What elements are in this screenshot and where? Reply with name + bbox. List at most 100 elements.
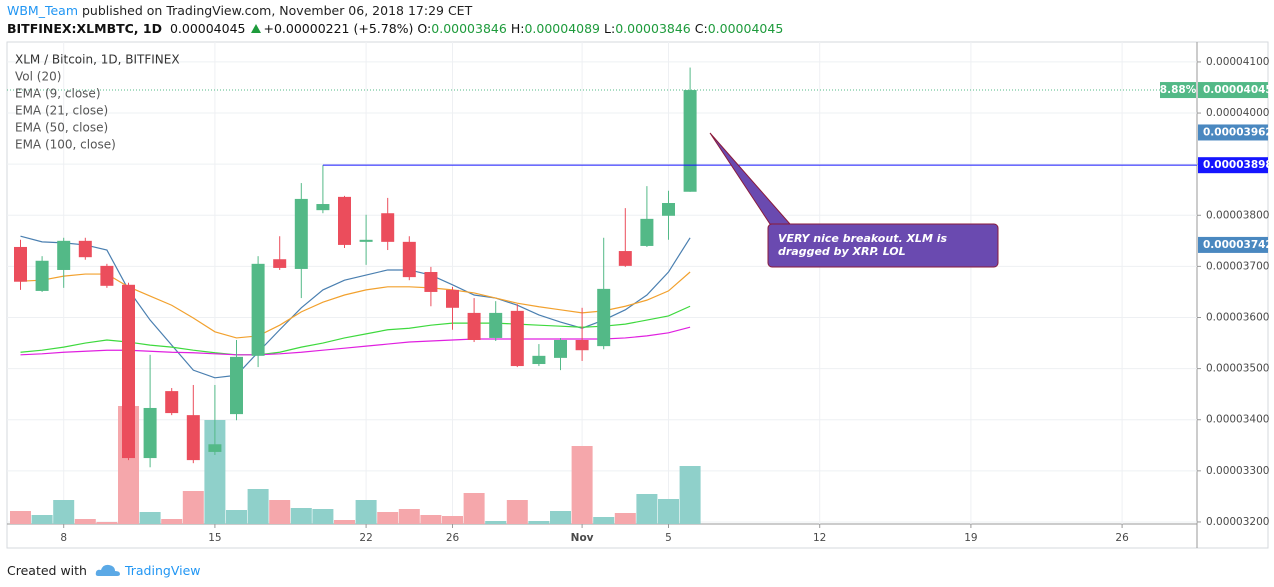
ohlc-label: H:	[510, 21, 525, 36]
legend-entry: EMA (21, close)	[15, 104, 108, 118]
candle-body	[338, 196, 351, 245]
volume-bar	[571, 446, 593, 524]
x-tick-label: 12	[813, 532, 826, 544]
candle-body	[575, 339, 589, 351]
volume-bar	[269, 500, 291, 524]
y-tick-label: 0.00004000	[1206, 107, 1269, 119]
volume-bar	[312, 509, 334, 524]
candle-body	[14, 246, 27, 282]
candle-body	[424, 272, 438, 292]
volume-bar	[398, 509, 420, 524]
volume-bar	[528, 521, 550, 524]
author[interactable]: WBM_Team	[7, 3, 79, 18]
volume-bar	[485, 521, 507, 524]
ohlc-value: 0.00004045	[707, 21, 784, 36]
x-tick-label: 8	[60, 532, 67, 544]
price-label: 0.00004045	[1203, 84, 1273, 96]
candle-body	[35, 260, 49, 291]
volume-bar	[506, 500, 528, 524]
volume-bar	[74, 519, 96, 524]
volume-bar	[679, 466, 701, 524]
volume-bar	[658, 499, 679, 524]
x-tick-label: 5	[665, 532, 672, 544]
volume-bar	[290, 508, 312, 524]
x-tick-label: 15	[208, 532, 221, 544]
candle-body	[230, 356, 243, 415]
x-tick-label: 26	[1115, 532, 1129, 544]
ohlc-value: 0.00003846	[615, 21, 691, 36]
price-label-box	[1198, 82, 1268, 99]
volume-bar	[161, 519, 183, 524]
header-publish: WBM_Team published on TradingView.com, N…	[7, 3, 472, 18]
x-tick-label: 26	[446, 532, 460, 544]
candle-body	[78, 240, 92, 258]
volume-bar	[139, 512, 161, 524]
chart-title: XLM / Bitcoin, 1D, BITFINEX	[15, 53, 180, 67]
logo	[95, 564, 120, 576]
price-label-box	[1198, 157, 1268, 174]
y-tick-label: 0.00004100	[1206, 56, 1269, 68]
legend-entry: EMA (50, close)	[15, 121, 108, 135]
volume-legend: Vol (20)	[15, 70, 61, 84]
y-tick-label: 0.00003700	[1206, 260, 1269, 272]
volume-bar	[247, 489, 269, 524]
price-label-box	[1198, 124, 1268, 141]
legend-entry: EMA (100, close)	[15, 138, 116, 152]
footer: Created with TradingView	[7, 561, 200, 578]
ohlc-label: L:	[604, 21, 616, 36]
candle-body	[100, 265, 114, 286]
ohlc-label: O:	[417, 21, 432, 36]
x-tick-label: 19	[964, 532, 977, 544]
candle-body	[186, 415, 200, 461]
price-label: 0.00003742	[1203, 239, 1273, 251]
candle-body	[554, 339, 567, 358]
candle-body	[510, 310, 524, 367]
change: +0.00000221 (+5.78%)	[263, 21, 414, 36]
candle-body	[597, 288, 611, 347]
logo-cloud	[95, 564, 120, 576]
ohlc-value: 0.00004089	[524, 21, 601, 36]
candle-body	[640, 218, 654, 246]
candle-body	[402, 241, 416, 278]
y-tick-label: 0.00003200	[1206, 516, 1269, 528]
candle-body	[273, 259, 287, 268]
brand[interactable]: TradingView	[124, 563, 201, 578]
volume-bar	[10, 511, 31, 524]
y-tick-label: 0.00003500	[1206, 363, 1269, 375]
price-label-box	[1198, 236, 1268, 253]
candle-body	[618, 251, 632, 266]
y-tick-label: 0.00003600	[1206, 312, 1269, 324]
volume-bar	[226, 510, 247, 524]
candle-body	[381, 213, 395, 242]
volume-bar	[614, 513, 636, 524]
legend-entry: EMA (9, close)	[15, 87, 101, 101]
volume-bar	[377, 512, 399, 524]
volume-bar	[96, 522, 118, 524]
y-tick-label: 0.00003300	[1206, 465, 1269, 477]
y-tick-label: 0.00003400	[1206, 414, 1269, 426]
volume-bar	[182, 491, 204, 524]
price-label: 0.00003898	[1203, 159, 1273, 171]
candle-body	[532, 355, 546, 365]
x-tick-label: Nov	[571, 532, 594, 544]
created-with: Created with	[7, 563, 87, 578]
candle-body	[208, 444, 222, 452]
volume-bar	[334, 520, 355, 524]
volume-bar	[53, 500, 75, 524]
candle-body	[143, 407, 157, 459]
volume-bar	[442, 516, 463, 524]
volume-bar	[593, 517, 615, 524]
price: 0.00004045	[169, 21, 246, 36]
x-tick-label: 22	[359, 532, 372, 544]
volume-bar	[420, 515, 442, 524]
price-label: 0.00003962	[1203, 126, 1273, 138]
ohlc-label: C:	[694, 21, 708, 36]
candle-body	[446, 289, 459, 308]
y-tick-label: 0.00003800	[1206, 209, 1269, 221]
candle-body	[316, 204, 330, 211]
candle-body	[359, 239, 373, 242]
percent-label-box	[1160, 82, 1196, 99]
volume-bar	[31, 515, 53, 524]
candle-body	[251, 263, 265, 356]
